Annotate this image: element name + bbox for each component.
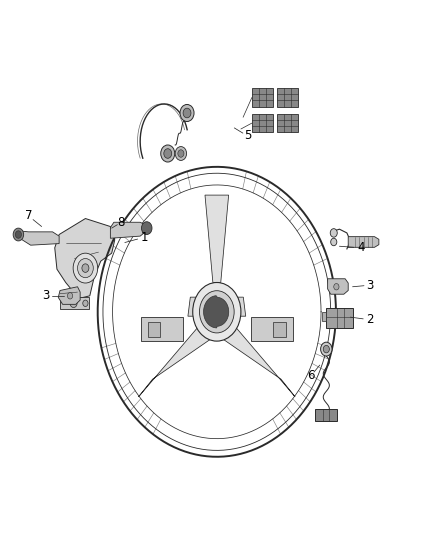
Circle shape <box>78 259 93 278</box>
Circle shape <box>161 145 175 162</box>
Bar <box>273 322 286 337</box>
Bar <box>60 297 89 309</box>
Polygon shape <box>58 287 80 304</box>
Polygon shape <box>204 296 229 328</box>
Polygon shape <box>188 297 246 316</box>
Circle shape <box>175 147 187 160</box>
Text: 4: 4 <box>357 241 365 254</box>
Circle shape <box>70 299 77 308</box>
Text: 8: 8 <box>117 216 124 229</box>
Polygon shape <box>277 114 298 132</box>
Polygon shape <box>141 318 183 341</box>
Circle shape <box>83 300 88 306</box>
Circle shape <box>164 149 172 158</box>
Circle shape <box>180 104 194 122</box>
Circle shape <box>321 342 332 356</box>
Polygon shape <box>15 231 59 245</box>
Polygon shape <box>55 219 115 298</box>
Text: 3: 3 <box>42 289 49 302</box>
Polygon shape <box>222 321 295 397</box>
Polygon shape <box>348 237 379 247</box>
Circle shape <box>13 228 24 241</box>
Circle shape <box>82 264 89 272</box>
Bar <box>326 308 353 328</box>
Text: 2: 2 <box>366 313 374 326</box>
Polygon shape <box>251 318 293 341</box>
Circle shape <box>199 290 234 333</box>
Bar <box>315 409 337 421</box>
Polygon shape <box>138 321 212 397</box>
Polygon shape <box>252 88 273 107</box>
Circle shape <box>323 345 329 353</box>
Polygon shape <box>328 279 348 294</box>
Circle shape <box>73 253 98 283</box>
Circle shape <box>178 150 184 157</box>
Polygon shape <box>205 195 229 282</box>
Bar <box>322 312 326 321</box>
Circle shape <box>141 222 152 235</box>
Circle shape <box>334 284 339 290</box>
Polygon shape <box>110 222 147 238</box>
Circle shape <box>193 282 241 341</box>
Text: 7: 7 <box>25 209 32 222</box>
Text: 3: 3 <box>367 279 374 292</box>
Circle shape <box>183 108 191 118</box>
Polygon shape <box>277 88 298 107</box>
Text: 6: 6 <box>307 369 315 382</box>
Circle shape <box>330 229 337 237</box>
Polygon shape <box>252 114 273 132</box>
Bar <box>148 322 160 337</box>
Text: 5: 5 <box>244 130 251 142</box>
Circle shape <box>67 293 73 299</box>
Circle shape <box>331 238 337 246</box>
Text: 1: 1 <box>141 231 148 244</box>
Circle shape <box>15 231 21 238</box>
